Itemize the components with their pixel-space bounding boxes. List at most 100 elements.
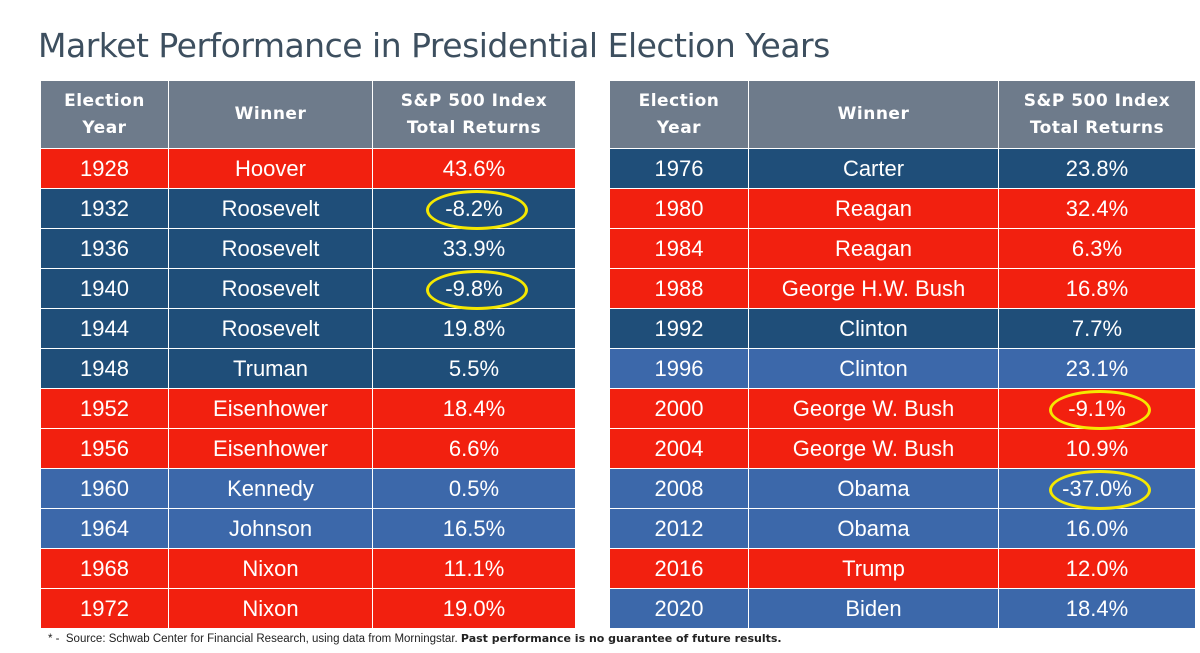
row: 2012 Obama 16.0% <box>609 508 1196 549</box>
header-cell: Winner <box>168 80 373 149</box>
header-cell: Winner <box>748 80 999 149</box>
cell: 12.0% <box>998 548 1196 589</box>
cell: Roosevelt <box>168 308 373 349</box>
footnote: * - Source: Schwab Center for Financial … <box>48 632 782 645</box>
highlight-circle <box>1049 389 1151 430</box>
header-text: Total Returns <box>406 117 542 138</box>
row: 1940 Roosevelt -9.8% <box>40 268 576 310</box>
cell: 1984 <box>609 228 749 269</box>
row: 2016 Trump 12.0% <box>609 548 1196 589</box>
cell: Obama <box>748 468 999 509</box>
header-text: Winner <box>837 104 910 124</box>
header-text: Year <box>82 117 127 138</box>
cell: 1964 <box>40 508 169 549</box>
row: 1980 Reagan 32.4% <box>609 188 1196 229</box>
cell: -37.0% <box>998 468 1196 510</box>
cell: Truman <box>168 348 373 389</box>
row: 1956 Eisenhower 6.6% <box>40 428 576 469</box>
header-cell: Election Year <box>609 80 749 149</box>
cell: 1948 <box>40 348 169 389</box>
cell: Roosevelt <box>168 268 373 309</box>
cell: Hoover <box>168 148 373 189</box>
cell: 6.6% <box>372 428 576 469</box>
cell: Kennedy <box>168 468 373 509</box>
cell: 16.8% <box>998 268 1196 309</box>
highlight-circle <box>426 269 528 310</box>
cell: 1940 <box>40 268 169 309</box>
row: 2020 Biden 18.4% <box>609 588 1196 629</box>
cell: 16.5% <box>372 508 576 549</box>
cell: Johnson <box>168 508 373 549</box>
cell: Nixon <box>168 548 373 589</box>
header-text: Election <box>638 90 720 111</box>
header-text: Election <box>64 90 145 111</box>
cell: 2012 <box>609 508 749 549</box>
row: 1952 Eisenhower 18.4% <box>40 388 576 429</box>
cell: 7.7% <box>998 308 1196 349</box>
cell: 6.3% <box>998 228 1196 269</box>
header-row: Election Year Winner S&P 500 Index Total Ret… <box>40 80 576 149</box>
cell: 1928 <box>40 148 169 189</box>
cell: 1976 <box>609 148 749 189</box>
row: 1944 Roosevelt 19.8% <box>40 308 576 349</box>
cell: 1956 <box>40 428 169 469</box>
cell: 5.5% <box>372 348 576 389</box>
row: 1928 Hoover 43.6% <box>40 148 576 189</box>
cell: 1960 <box>40 468 169 509</box>
cell: Roosevelt <box>168 188 373 229</box>
cell: Clinton <box>748 348 999 389</box>
cell: 18.4% <box>998 588 1196 629</box>
row: 1972 Nixon 19.0% <box>40 588 576 629</box>
row: 1968 Nixon 11.1% <box>40 548 576 589</box>
cell: -9.1% <box>998 388 1196 430</box>
cell: 19.8% <box>372 308 576 349</box>
cell: 16.0% <box>998 508 1196 549</box>
cell: Reagan <box>748 188 999 229</box>
footnote-marker: * - <box>48 633 60 645</box>
cell: 2000 <box>609 388 749 429</box>
header-text: S&P 500 Index <box>1023 90 1171 111</box>
highlight-circle <box>426 189 528 230</box>
disclaimer: Past performance is no guarantee of futu… <box>460 632 782 645</box>
row: 1964 Johnson 16.5% <box>40 508 576 549</box>
cell: Reagan <box>748 228 999 269</box>
returns-table: Election Year Winner S&P 500 Index Total Ret… <box>40 80 576 629</box>
cell: 18.4% <box>372 388 576 429</box>
returns-table: Election Year Winner S&P 500 Index Total Ret… <box>609 80 1196 629</box>
cell: Eisenhower <box>168 428 373 469</box>
header-text: S&P 500 Index <box>400 90 548 111</box>
cell: 1996 <box>609 348 749 389</box>
footnote-source: Source: Schwab Center for Financial Rese… <box>65 633 458 645</box>
cell: Clinton <box>748 308 999 349</box>
header-cell: S&P 500 Index Total Returns <box>372 80 576 149</box>
row: 2004 George W. Bush 10.9% <box>609 428 1196 469</box>
row: 1996 Clinton 23.1% <box>609 348 1196 389</box>
header-cell: S&P 500 Index Total Returns <box>998 80 1196 149</box>
row: 1976 Carter 23.8% <box>609 148 1196 189</box>
cell: 2016 <box>609 548 749 589</box>
cell: 1980 <box>609 188 749 229</box>
cell: 19.0% <box>372 588 576 629</box>
row: 1992 Clinton 7.7% <box>609 308 1196 349</box>
cell: George W. Bush <box>748 388 999 429</box>
cell: 1968 <box>40 548 169 589</box>
cell: Biden <box>748 588 999 629</box>
row: 2000 George W. Bush -9.1% <box>609 388 1196 430</box>
cell: 1936 <box>40 228 169 269</box>
cell: Nixon <box>168 588 373 629</box>
cell: 32.4% <box>998 188 1196 229</box>
row: 2008 Obama -37.0% <box>609 468 1196 510</box>
title: Market Performance in Presidential Elect… <box>38 26 830 65</box>
cell: Obama <box>748 508 999 549</box>
row: 1932 Roosevelt -8.2% <box>40 188 576 230</box>
cell: 1972 <box>40 588 169 629</box>
row: 1988 George H.W. Bush 16.8% <box>609 268 1196 309</box>
cell: Roosevelt <box>168 228 373 269</box>
cell: George H.W. Bush <box>748 268 999 309</box>
cell: -8.2% <box>372 188 576 230</box>
highlight-circle <box>1049 469 1151 510</box>
cell: Eisenhower <box>168 388 373 429</box>
cell: 23.1% <box>998 348 1196 389</box>
cell: 2020 <box>609 588 749 629</box>
cell: Trump <box>748 548 999 589</box>
